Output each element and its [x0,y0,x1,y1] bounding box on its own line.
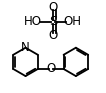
Text: O: O [48,1,58,14]
Text: OH: OH [64,15,82,28]
Text: S: S [49,15,57,28]
Text: HO: HO [24,15,42,28]
Text: O: O [48,29,58,42]
Text: N: N [21,41,30,54]
Text: O: O [46,62,55,76]
